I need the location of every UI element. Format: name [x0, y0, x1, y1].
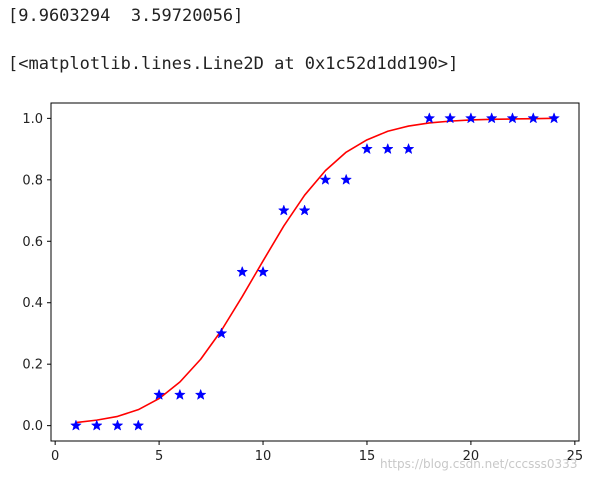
- data-point-star: [319, 173, 332, 185]
- x-tick-label: 15: [359, 449, 376, 464]
- data-point-star: [153, 388, 166, 400]
- x-tick-label: 5: [155, 449, 163, 464]
- x-tick-label: 10: [255, 449, 272, 464]
- data-point-star: [132, 419, 145, 431]
- data-point-star: [444, 112, 457, 124]
- y-tick-label: 0.2: [22, 358, 43, 373]
- data-point-star: [236, 265, 249, 278]
- y-tick-label: 0.4: [22, 296, 43, 311]
- data-point-star: [277, 204, 290, 216]
- data-point-star: [340, 173, 353, 185]
- data-point-star: [111, 419, 124, 431]
- data-point-star: [70, 419, 82, 431]
- data-point-star: [90, 419, 103, 431]
- y-tick-label: 0.8: [22, 173, 43, 188]
- y-tick-label: 0.6: [22, 235, 43, 250]
- plot-frame: [50, 102, 580, 442]
- data-point-star: [298, 204, 311, 216]
- data-point-star: [423, 112, 436, 124]
- x-tick-label: 25: [567, 449, 584, 464]
- watermark-text: https://blog.csdn.net/cccsss0333: [380, 457, 578, 471]
- data-point-star: [173, 388, 186, 400]
- data-point-star: [215, 327, 228, 339]
- data-point-star: [548, 112, 560, 124]
- y-tick-label: 1.0: [22, 112, 43, 127]
- plot-return-output: [<matplotlib.lines.Line2D at 0x1c52d1dd1…: [8, 54, 459, 74]
- data-point-star: [381, 142, 394, 155]
- data-point-star: [402, 142, 415, 155]
- fit-params-output: [9.9603294 3.59720056]: [8, 6, 244, 26]
- x-tick-label: 20: [463, 449, 480, 464]
- y-tick-label: 0.0: [22, 419, 43, 434]
- fitted-curve-line: [75, 117, 555, 424]
- data-point-star: [464, 112, 477, 124]
- data-point-star: [485, 112, 498, 124]
- data-point-star: [361, 142, 373, 155]
- data-point-star: [527, 112, 540, 124]
- x-tick-label: 0: [51, 449, 59, 464]
- data-point-star: [506, 112, 519, 124]
- data-point-star: [257, 265, 269, 278]
- data-point-star: [194, 388, 207, 400]
